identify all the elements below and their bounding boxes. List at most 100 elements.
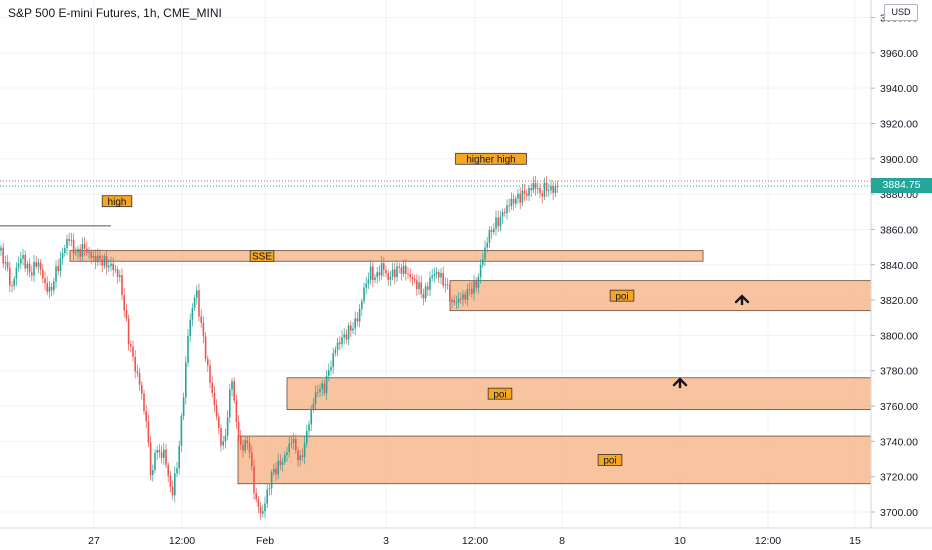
poi-label-bg — [609, 289, 635, 302]
candle-body — [11, 285, 13, 287]
arrow-up-icon — [734, 294, 750, 304]
candle-body — [246, 440, 249, 444]
candle-body — [233, 381, 235, 401]
candle-body — [449, 284, 451, 302]
candle-body — [308, 424, 310, 432]
candle-body — [114, 269, 117, 271]
candle-body — [218, 416, 220, 429]
candle-body — [530, 188, 532, 191]
candle-body — [48, 286, 51, 292]
candle-body — [497, 217, 499, 227]
sse-label-bg — [249, 250, 275, 262]
candle-body — [466, 289, 469, 300]
last-price-tag: 3884.75 — [871, 178, 932, 193]
candle-body — [88, 251, 90, 253]
candle-body — [266, 489, 268, 504]
candle-body — [145, 411, 147, 422]
candle-body — [275, 468, 277, 475]
x-tick-label: 12:00 — [169, 535, 195, 547]
candle-body — [72, 240, 75, 254]
currency-badge[interactable]: USD — [884, 4, 918, 21]
candle-body — [420, 282, 422, 294]
candle-body — [455, 302, 458, 304]
y-tick-label: 3840.00 — [880, 260, 918, 272]
candle-body — [372, 266, 374, 281]
poi-zone — [237, 435, 872, 485]
candle-body — [165, 449, 167, 466]
candle-body — [81, 243, 84, 257]
candle-body — [209, 365, 211, 383]
candle-body — [248, 443, 251, 453]
poi-zone — [449, 280, 872, 312]
candle-body — [442, 272, 444, 286]
candle-body — [255, 492, 257, 500]
candle-body — [541, 193, 543, 197]
candle-body — [319, 388, 321, 392]
candle-body — [147, 421, 150, 443]
candle-body — [132, 346, 134, 357]
candle-body — [187, 336, 189, 363]
candle-body — [446, 284, 449, 286]
time-axis[interactable]: 27 12:00 Feb 3 12:00 8 10 12:00 15 — [88, 535, 861, 547]
candle-body — [20, 258, 22, 264]
candle-body — [493, 228, 495, 233]
candle-body — [136, 371, 139, 374]
candle-body — [418, 282, 420, 290]
candle-body — [242, 444, 244, 451]
candle-body — [365, 283, 367, 288]
candle-body — [284, 454, 286, 463]
candle-body — [394, 269, 396, 278]
higher-high-label: higher high — [466, 154, 515, 165]
candle-body — [429, 277, 431, 290]
candle-body — [185, 362, 187, 398]
candle-body — [499, 216, 502, 227]
candle-body — [504, 212, 506, 214]
candle-body — [515, 198, 517, 204]
candle-body — [123, 295, 125, 311]
x-tick-label: 3 — [383, 535, 389, 547]
candle-body — [240, 436, 242, 445]
candle-body — [152, 470, 154, 476]
candle-body — [330, 367, 332, 371]
candle-body — [6, 262, 9, 268]
y-tick-label: 3760.00 — [880, 401, 918, 413]
price-axis[interactable]: 3700.00 3720.00 3740.00 3760.00 3780.00 3800.… — [871, 13, 918, 519]
candle-body — [222, 441, 224, 446]
poi-zone — [286, 377, 872, 410]
y-tick-label: 3860.00 — [880, 224, 918, 236]
candle-body — [356, 318, 359, 322]
candle-body — [512, 199, 515, 204]
candle-body — [471, 288, 473, 294]
candle-body — [231, 381, 233, 390]
candle-body — [288, 443, 290, 453]
candle-body — [262, 511, 264, 514]
candle-body — [543, 182, 546, 197]
candle-body — [215, 405, 218, 417]
high-label: high — [108, 197, 127, 208]
candle-body — [328, 370, 330, 376]
candle-body — [2, 247, 4, 264]
high-label-bg — [101, 195, 133, 208]
candle-body — [295, 438, 297, 451]
candle-body — [554, 186, 557, 193]
candle-body — [15, 267, 18, 279]
candle-body — [42, 269, 44, 279]
candle-body — [440, 272, 442, 278]
candle-body — [158, 449, 161, 453]
candle-body — [334, 349, 337, 354]
candle-body — [50, 286, 53, 291]
candle-body — [26, 263, 29, 269]
y-tick-label: 3900.00 — [880, 154, 918, 166]
y-tick-label: 3800.00 — [880, 330, 918, 342]
candle-body — [46, 283, 48, 292]
y-tick-label: 3740.00 — [880, 436, 918, 448]
candle-body — [68, 238, 70, 241]
candle-body — [391, 269, 394, 277]
candle-body — [306, 431, 308, 444]
candle-body — [141, 384, 143, 394]
candle-body — [438, 272, 440, 278]
candle-body — [127, 318, 130, 345]
candle-body — [435, 272, 438, 275]
candle-body — [134, 356, 136, 372]
